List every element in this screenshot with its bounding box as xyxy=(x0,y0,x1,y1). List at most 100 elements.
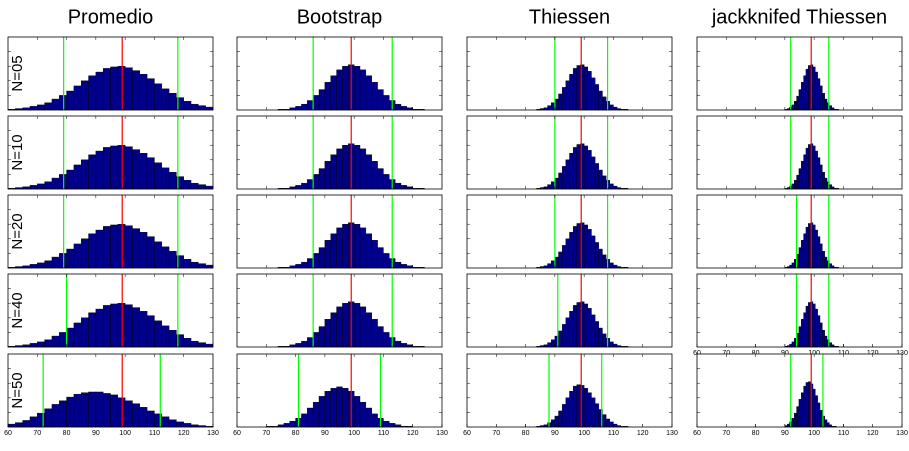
bar xyxy=(342,223,349,269)
bar xyxy=(602,175,607,190)
bar xyxy=(561,324,567,348)
bar xyxy=(591,397,596,428)
bar xyxy=(394,261,402,269)
bar xyxy=(798,399,802,428)
x-tick-label: 110 xyxy=(149,430,160,437)
bar xyxy=(190,103,199,111)
bar xyxy=(110,66,119,111)
bar xyxy=(815,71,818,111)
x-tick-label: 120 xyxy=(867,430,879,437)
bar xyxy=(602,254,607,269)
bar xyxy=(572,305,578,348)
bar xyxy=(73,393,82,428)
bar xyxy=(336,69,343,111)
bar xyxy=(808,144,811,190)
x-tick-label: 100 xyxy=(578,430,590,437)
bar xyxy=(336,148,343,190)
bar xyxy=(307,100,314,111)
x-tick-label: 110 xyxy=(608,430,619,437)
bar xyxy=(587,71,592,111)
bar xyxy=(587,392,592,428)
bar xyxy=(301,413,308,428)
bar xyxy=(44,181,53,190)
x-tick-label: 100 xyxy=(808,350,820,357)
bar xyxy=(565,159,570,190)
bar xyxy=(342,144,349,190)
bar xyxy=(819,164,823,190)
x-tick-label: 80 xyxy=(292,430,300,437)
bar xyxy=(324,240,331,269)
panel-frame xyxy=(466,36,673,111)
bar xyxy=(822,93,825,111)
bar xyxy=(88,75,97,111)
bar xyxy=(102,305,111,348)
bar xyxy=(824,177,828,190)
bar xyxy=(124,304,133,348)
bar xyxy=(110,145,119,190)
bar xyxy=(81,317,89,348)
bar xyxy=(295,343,302,348)
bar xyxy=(330,75,337,111)
bar xyxy=(576,384,581,428)
bar xyxy=(609,183,614,190)
bar xyxy=(576,65,581,111)
bar xyxy=(587,150,592,190)
bar xyxy=(336,306,343,348)
bar xyxy=(198,342,206,348)
bar xyxy=(307,179,314,190)
bar xyxy=(330,233,337,269)
bar xyxy=(132,307,140,348)
panel-frame xyxy=(696,36,903,111)
panel xyxy=(236,194,443,269)
bar xyxy=(312,332,320,348)
bar xyxy=(394,103,402,111)
bar xyxy=(205,264,214,269)
panel xyxy=(696,36,903,111)
bar xyxy=(117,223,126,269)
bar xyxy=(342,388,349,428)
bar xyxy=(124,225,133,269)
bar xyxy=(146,315,155,348)
bar xyxy=(829,263,832,269)
bar xyxy=(389,423,396,428)
bar xyxy=(59,253,67,269)
bar xyxy=(602,96,607,111)
bar xyxy=(594,242,599,269)
bar xyxy=(561,404,567,428)
bar xyxy=(805,305,809,348)
bar xyxy=(377,89,384,111)
x-tick-label: 60 xyxy=(463,430,471,437)
bar xyxy=(81,159,89,190)
bar xyxy=(371,413,378,428)
bar xyxy=(73,164,82,190)
bar xyxy=(37,183,45,190)
column-title: jackknifed Thiessen xyxy=(711,6,887,28)
bar xyxy=(190,340,199,348)
bar xyxy=(808,223,811,269)
bar xyxy=(591,77,596,111)
bar xyxy=(289,420,296,428)
panel: 60 70 80 90 100 110 120 130 xyxy=(693,273,908,357)
panel-frame xyxy=(696,273,903,348)
bar xyxy=(791,418,795,428)
bar xyxy=(829,105,832,111)
bar xyxy=(359,69,367,111)
panel xyxy=(696,194,903,269)
bar xyxy=(791,104,795,111)
bar xyxy=(383,420,390,428)
bar xyxy=(550,419,556,428)
x-tick-label: 130 xyxy=(207,430,219,437)
bar xyxy=(794,101,797,111)
bar xyxy=(565,80,570,111)
bar xyxy=(383,253,390,269)
bar xyxy=(318,168,326,190)
bar xyxy=(371,82,378,111)
bar xyxy=(330,388,337,428)
x-tick-label: 90 xyxy=(92,430,100,437)
bar xyxy=(591,156,596,190)
bar xyxy=(812,66,816,111)
bar xyxy=(312,253,320,269)
bar xyxy=(609,262,614,269)
bar xyxy=(59,332,67,348)
x-tick-label: 60 xyxy=(233,430,241,437)
